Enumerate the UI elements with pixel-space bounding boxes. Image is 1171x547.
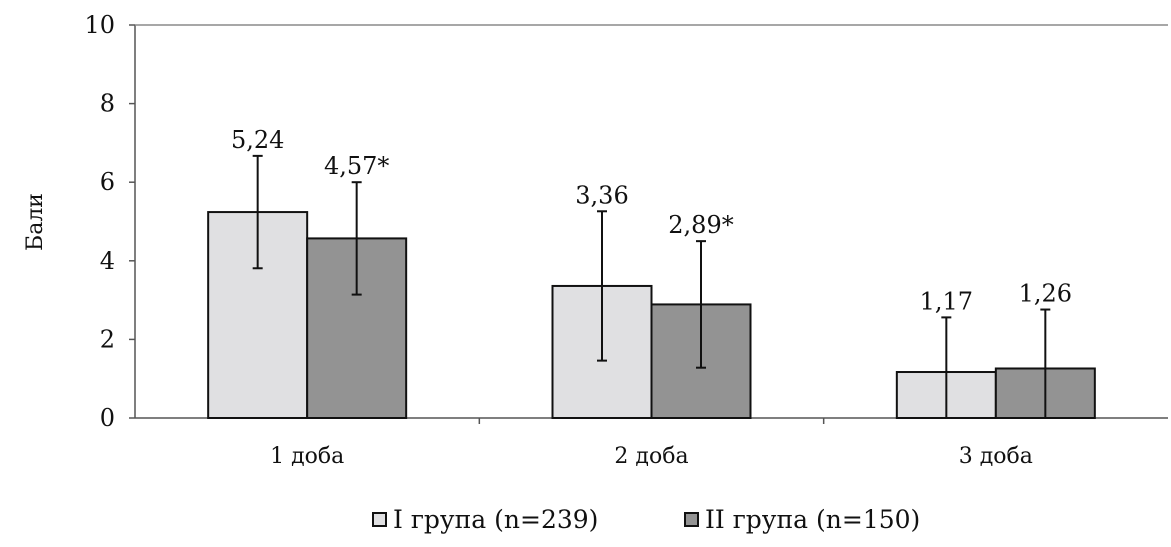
legend-item-series-2: ІІ група (n=150) xyxy=(684,505,920,534)
legend-item-series-1: І група (n=239) xyxy=(372,505,598,534)
y-tick-label: 6 xyxy=(100,168,115,196)
y-tick-label: 4 xyxy=(100,247,115,275)
data-label: 1,26 xyxy=(1019,280,1072,308)
x-tick-label: 1 доба xyxy=(270,444,344,469)
data-label: 3,36 xyxy=(575,181,628,209)
legend: І група (n=239) ІІ група (n=150) xyxy=(0,505,1171,541)
data-label: 2,89* xyxy=(668,211,733,239)
data-label: 1,17 xyxy=(920,287,973,315)
data-label: 5,24 xyxy=(231,126,284,154)
x-tick-label: 3 доба xyxy=(959,444,1033,469)
legend-label-series-2: ІІ група (n=150) xyxy=(705,505,921,534)
y-tick-label: 0 xyxy=(100,404,115,432)
legend-label-series-1: І група (n=239) xyxy=(393,505,599,534)
y-tick-label: 2 xyxy=(100,325,115,353)
plot-area: 0 2 4 6 8 10 1 доба 5,24 4,57* 2 доба 3,36 2,89* 3 д… xyxy=(84,11,1168,469)
x-tick-label: 2 доба xyxy=(614,444,688,469)
y-tick-label: 8 xyxy=(100,90,115,118)
y-axis-label: Бали xyxy=(23,193,48,251)
legend-swatch-series-1 xyxy=(372,512,387,527)
y-tick-label: 10 xyxy=(84,11,115,39)
data-label: 4,57* xyxy=(324,152,389,180)
legend-swatch-series-2 xyxy=(684,512,699,527)
